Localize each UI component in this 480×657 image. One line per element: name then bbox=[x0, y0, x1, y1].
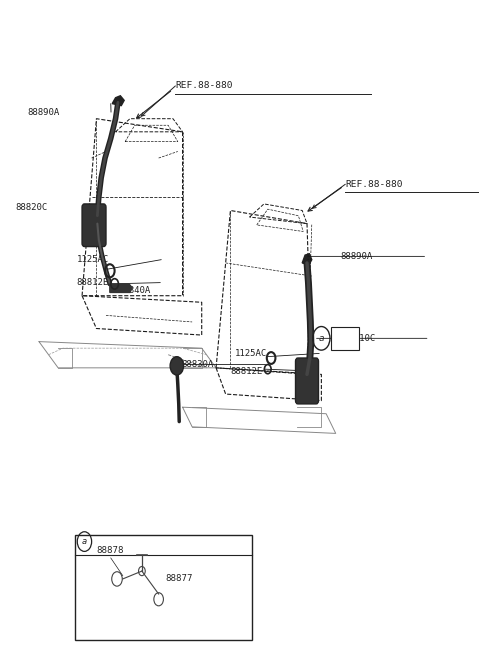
Text: 1125AC: 1125AC bbox=[235, 349, 267, 358]
Text: 88812E: 88812E bbox=[230, 367, 263, 376]
Polygon shape bbox=[302, 254, 312, 265]
Text: 88890A: 88890A bbox=[340, 252, 373, 261]
Polygon shape bbox=[112, 96, 124, 106]
Text: 88810C: 88810C bbox=[343, 334, 375, 343]
FancyBboxPatch shape bbox=[75, 535, 252, 640]
Circle shape bbox=[170, 357, 183, 375]
FancyBboxPatch shape bbox=[331, 327, 359, 350]
Text: 88890A: 88890A bbox=[27, 108, 59, 117]
Text: 88812E: 88812E bbox=[76, 278, 108, 287]
Text: 88877: 88877 bbox=[166, 574, 193, 583]
Text: a: a bbox=[82, 537, 87, 546]
Text: 88820C: 88820C bbox=[15, 203, 48, 212]
Text: 88878: 88878 bbox=[96, 545, 124, 555]
Text: REF.88-880: REF.88-880 bbox=[345, 180, 403, 189]
FancyBboxPatch shape bbox=[296, 358, 319, 404]
Text: 1125AC: 1125AC bbox=[77, 255, 109, 264]
Text: a: a bbox=[319, 334, 324, 343]
Text: 88840A: 88840A bbox=[118, 286, 150, 295]
Polygon shape bbox=[110, 284, 132, 292]
Text: 88830A: 88830A bbox=[181, 360, 214, 369]
FancyBboxPatch shape bbox=[82, 204, 106, 246]
Text: REF.88-880: REF.88-880 bbox=[175, 81, 233, 91]
